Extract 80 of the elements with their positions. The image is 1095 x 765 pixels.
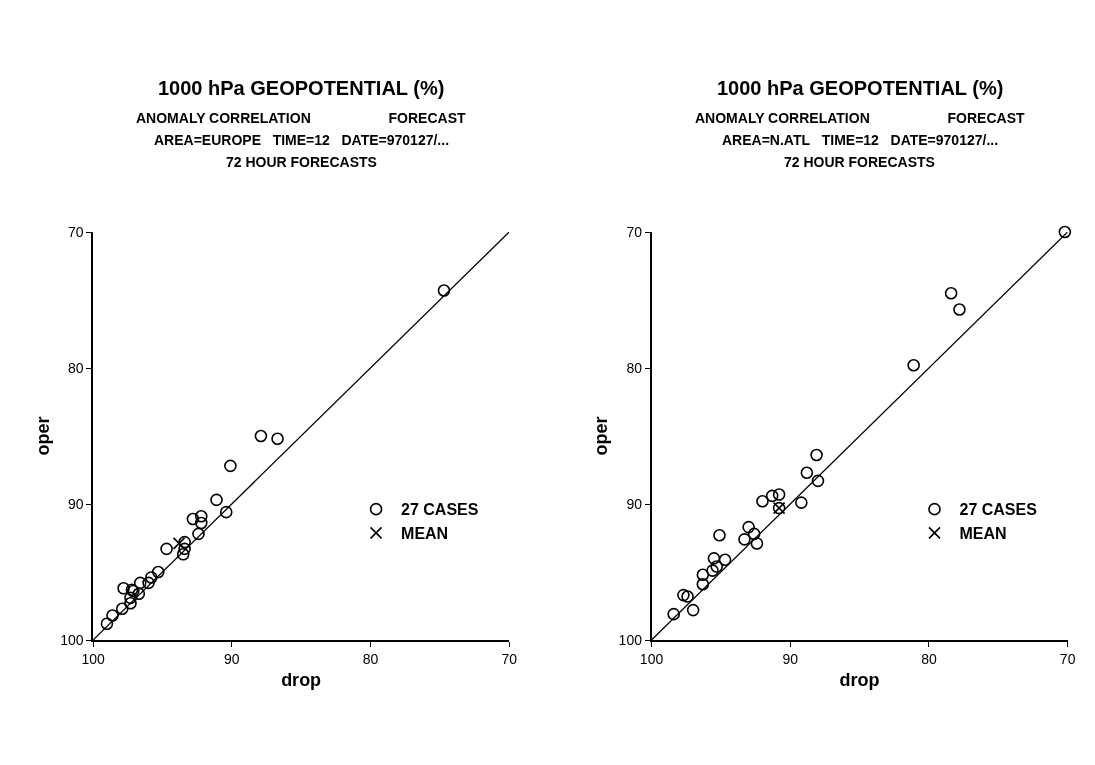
y-tick-label: 100: [60, 631, 84, 648]
point: [254, 429, 268, 443]
x-tick-label: 80: [362, 650, 379, 667]
point: [133, 576, 147, 590]
point: [186, 512, 200, 526]
point: [115, 602, 129, 616]
point: [172, 537, 186, 550]
point: [750, 537, 764, 550]
point: [795, 496, 808, 509]
point: [160, 542, 173, 556]
y-tick-label: 80: [626, 359, 643, 376]
point: [176, 548, 190, 561]
point: [810, 448, 823, 462]
point: [677, 588, 690, 602]
point: [747, 527, 761, 541]
point: [142, 576, 155, 590]
point: [667, 607, 681, 621]
x-axis-title: drop: [839, 670, 880, 691]
point: [944, 286, 958, 300]
legend-label: 27 CASES: [401, 501, 479, 519]
point: [765, 489, 779, 503]
y-tick-label: 90: [626, 495, 643, 512]
point: [145, 571, 158, 584]
y-tick-label: 80: [67, 359, 84, 376]
point: [953, 303, 966, 316]
x-axis-title: drop: [281, 670, 322, 691]
point: [686, 603, 700, 617]
point: [710, 560, 724, 573]
point: [194, 516, 208, 530]
point: [811, 474, 825, 488]
x-tick-label: 90: [782, 650, 799, 667]
point: [800, 466, 814, 480]
chart-title: 1000 hPa GEOPOTENTIAL (%): [717, 77, 1004, 99]
chart-subtitle: ANOMALY CORRELATION FORECAST AREA=EUROPE TIME=12 DATE=970127/... 72 HOUR FORECASTS: [136, 110, 466, 170]
chart-title: 1000 hPa GEOPOTENTIAL (%): [158, 77, 445, 99]
x-tick-label: 90: [223, 650, 240, 667]
point: [178, 535, 191, 549]
legend-label: MEAN: [401, 525, 449, 543]
y-axis-title: oper: [591, 416, 612, 456]
legend-label: 27 CASES: [959, 501, 1038, 519]
chart-subtitle: ANOMALY CORRELATION FORECAST AREA=N.ATL TIME=12 DATE=970127/... 72 HOUR FORECASTS: [695, 110, 1025, 170]
point: [117, 582, 130, 595]
point: [738, 533, 751, 546]
x-tick-label: 100: [81, 650, 105, 667]
point: [437, 284, 451, 297]
x-tick-label: 80: [921, 650, 937, 667]
point: [124, 591, 137, 605]
point: [210, 493, 223, 507]
point: [696, 568, 710, 582]
point: [192, 527, 205, 541]
point: [907, 358, 920, 372]
point: [178, 542, 191, 556]
x-tick-label: 100: [639, 650, 664, 667]
point: [106, 609, 119, 622]
point: [271, 432, 284, 446]
point: [132, 587, 146, 601]
point: [219, 505, 233, 519]
x-tick-label: 70: [501, 650, 518, 667]
legend-label: MEAN: [959, 525, 1007, 543]
point: [224, 459, 237, 473]
y-tick-label: 90: [67, 495, 84, 512]
point: [756, 494, 769, 508]
y-tick-label: 70: [626, 223, 643, 240]
point: [707, 552, 721, 565]
point: [706, 564, 719, 577]
y-axis-title: oper: [32, 416, 53, 456]
point: [696, 577, 710, 591]
point: [681, 590, 694, 603]
point: [772, 488, 786, 501]
point: [100, 617, 114, 630]
point: [151, 565, 165, 579]
point: [194, 509, 208, 523]
point: [713, 528, 726, 542]
point: [1058, 225, 1072, 239]
point: [124, 596, 137, 610]
x-tick-label: 70: [1059, 650, 1076, 667]
y-tick-label: 100: [618, 631, 643, 648]
y-tick-label: 70: [67, 223, 84, 240]
point: [718, 553, 732, 567]
point: [742, 520, 755, 534]
